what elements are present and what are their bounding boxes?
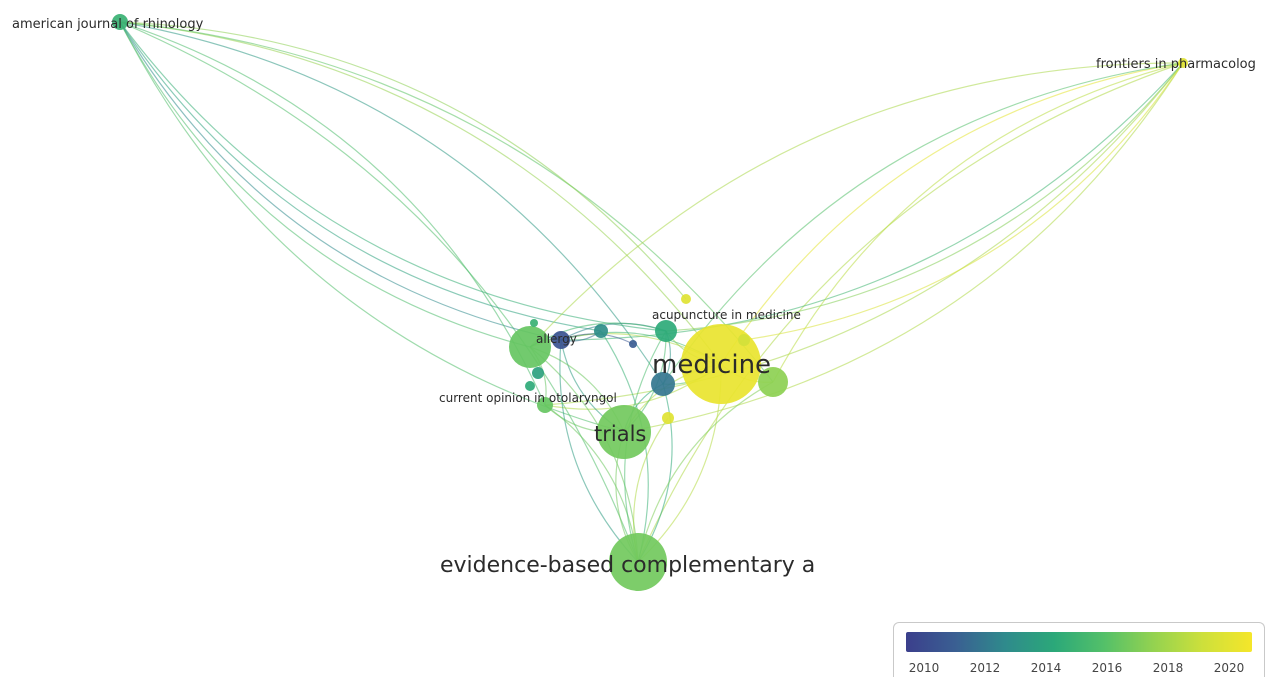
link-edge (544, 62, 1184, 406)
year-color-legend: 2010 2012 2014 2016 2018 2020 (893, 622, 1265, 677)
node-label: allergy (536, 332, 577, 346)
link-edge (529, 62, 1184, 348)
source-node[interactable] (655, 320, 677, 342)
legend-tick: 2016 (1091, 661, 1123, 675)
source-node[interactable] (552, 331, 570, 349)
link-edge (119, 21, 639, 563)
link-edge (119, 21, 531, 348)
link-edge (119, 21, 774, 383)
link-edge (119, 21, 687, 300)
link-edge (119, 21, 625, 433)
color-scale-bar (906, 632, 1252, 652)
node-layer (112, 14, 1188, 591)
legend-tick: 2014 (1030, 661, 1062, 675)
link-edge (119, 21, 546, 406)
source-node[interactable] (530, 319, 538, 327)
source-node[interactable] (532, 367, 544, 379)
link-edge (623, 62, 1184, 433)
source-node[interactable] (629, 340, 637, 348)
node-label: frontiers in pharmacolog (1096, 57, 1256, 72)
node-label: trials (594, 422, 646, 446)
source-node[interactable] (1178, 58, 1188, 68)
source-node[interactable] (537, 397, 553, 413)
edge-layer (119, 21, 1184, 563)
source-node[interactable] (112, 14, 128, 30)
legend-tick: 2012 (969, 661, 1001, 675)
link-edge (560, 62, 1184, 341)
source-node[interactable] (609, 533, 667, 591)
link-edge (772, 62, 1184, 383)
link-edge (119, 21, 664, 385)
source-node[interactable] (509, 326, 551, 368)
source-node[interactable] (681, 294, 691, 304)
link-edge (119, 21, 602, 332)
link-edge (119, 21, 562, 341)
legend-tick: 2018 (1152, 661, 1184, 675)
link-edge (637, 62, 1184, 563)
legend-tick: 2020 (1213, 661, 1245, 675)
source-node[interactable] (651, 372, 675, 396)
link-edge (119, 21, 667, 332)
node-label: medicine (652, 350, 771, 380)
legend-tick: 2010 (908, 661, 940, 675)
link-edge (665, 62, 1184, 332)
link-edge (743, 62, 1184, 341)
source-node[interactable] (525, 381, 535, 391)
link-edge (637, 381, 774, 563)
link-edge (559, 339, 639, 563)
link-edge (662, 62, 1184, 385)
link-edge (720, 62, 1184, 365)
source-node[interactable] (738, 334, 750, 346)
source-node[interactable] (662, 412, 674, 424)
label-layer: american journal of rhinology frontiers i… (12, 17, 1256, 578)
link-edge (119, 21, 722, 365)
source-node[interactable] (594, 324, 608, 338)
source-node[interactable] (597, 405, 651, 459)
node-label: american journal of rhinology (12, 17, 204, 32)
node-label: current opinion in otolaryngol (439, 391, 617, 405)
node-label: evidence-based complementary a (440, 553, 815, 578)
source-node[interactable] (758, 367, 788, 397)
node-label: acupuncture in medicine (652, 308, 801, 322)
